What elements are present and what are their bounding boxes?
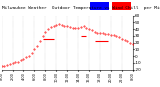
Text: Milwaukee Weather  Outdoor Temperature vs Wind Chill  per Minute  (24 Hours): Milwaukee Weather Outdoor Temperature vs… — [2, 6, 160, 10]
